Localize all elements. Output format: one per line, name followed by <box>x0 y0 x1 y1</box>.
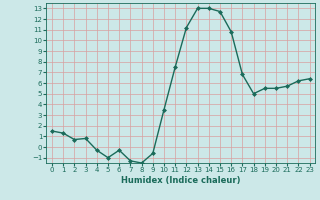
X-axis label: Humidex (Indice chaleur): Humidex (Indice chaleur) <box>121 176 241 185</box>
